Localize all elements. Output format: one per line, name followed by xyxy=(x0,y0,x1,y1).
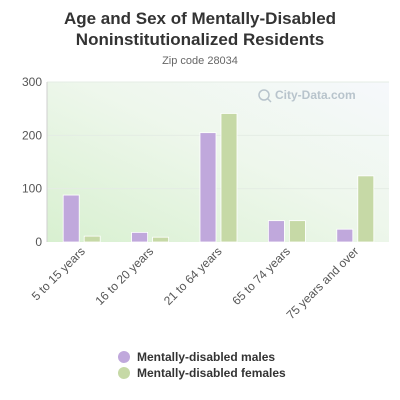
gridlines xyxy=(47,81,389,190)
x-axis: 5 to 15 years 16 to 20 years 21 to 64 year… xyxy=(29,244,362,322)
y-tick-label: 200 xyxy=(22,128,42,142)
legend-swatch-males xyxy=(118,351,130,363)
x-tick-label: 21 to 64 years xyxy=(161,244,225,308)
x-tick-label: 65 to 74 years xyxy=(229,244,293,308)
x-tick-label: 16 to 20 years xyxy=(93,244,157,308)
y-axis: 0 100 200 300 xyxy=(22,75,48,249)
legend: Mentally-disabled males Mentally-disable… xyxy=(118,349,286,381)
bar-females[interactable] xyxy=(83,235,101,243)
bar-males[interactable] xyxy=(131,231,149,243)
y-tick-label: 100 xyxy=(22,182,42,196)
bar-females[interactable] xyxy=(357,175,375,243)
x-tick-label: 75 years and over xyxy=(284,244,362,322)
chart-title: Age and Sex of Mentally-Disabled Noninst… xyxy=(0,8,400,50)
y-tick-label: 300 xyxy=(22,75,42,89)
chart-title-line-2: Noninstitutionalized Residents xyxy=(75,30,325,49)
chart-subtitle: Zip code 28034 xyxy=(162,55,238,67)
bar-females[interactable] xyxy=(220,113,238,243)
y-tick-label: 0 xyxy=(35,235,42,249)
bar-males[interactable] xyxy=(199,132,217,243)
legend-item-females: Mentally-disabled females xyxy=(118,365,286,381)
legend-label-males: Mentally-disabled males xyxy=(137,350,276,364)
bar-females[interactable] xyxy=(288,220,306,243)
legend-label-females: Mentally-disabled females xyxy=(137,366,286,380)
legend-item-males: Mentally-disabled males xyxy=(118,349,286,365)
bar-males[interactable] xyxy=(336,228,354,243)
legend-swatch-females xyxy=(118,367,130,379)
bars xyxy=(62,113,375,243)
x-tick-label: 5 to 15 years xyxy=(29,244,88,303)
chart-title-line-1: Age and Sex of Mentally-Disabled xyxy=(63,9,337,28)
bar-males[interactable] xyxy=(62,194,80,243)
plot-background xyxy=(47,82,389,242)
bar-males[interactable] xyxy=(267,220,285,243)
watermark-text: City-Data.com xyxy=(275,88,356,102)
bar-females[interactable] xyxy=(152,236,170,243)
watermark: City-Data.com xyxy=(258,88,356,103)
